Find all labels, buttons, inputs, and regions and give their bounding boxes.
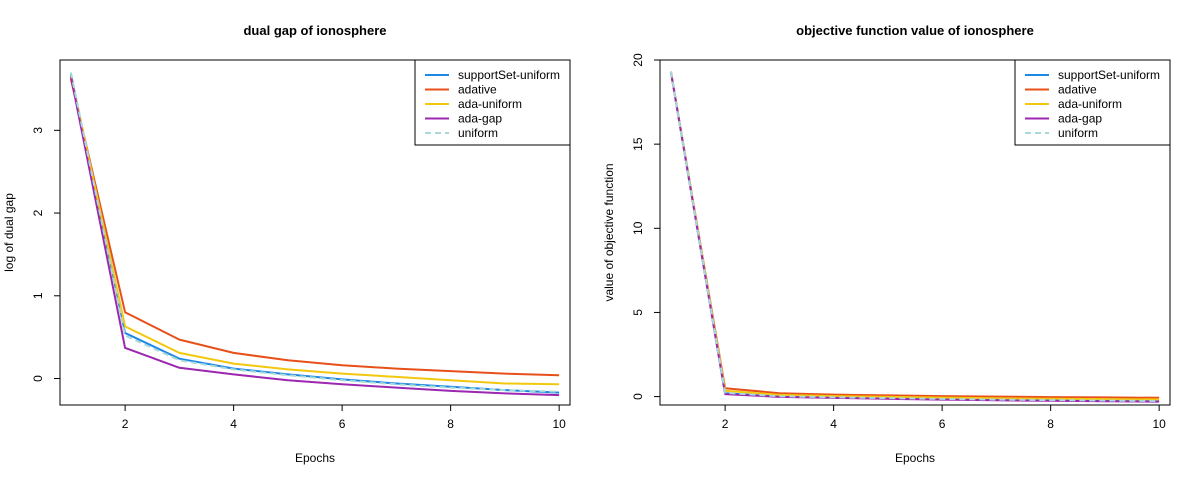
series-line-adative	[669, 71, 1160, 399]
series-line-uniform	[69, 72, 560, 393]
x-tick-label: 6	[339, 417, 346, 431]
y-tick-label: 15	[631, 137, 645, 151]
plot-frame	[659, 59, 1171, 406]
y-tick-label: 0	[31, 375, 45, 382]
y-axis-title: value of objective function	[602, 163, 616, 301]
x-tick-label: 8	[447, 417, 454, 431]
x-axis-title: Epochs	[295, 451, 335, 465]
legend-label: uniform	[458, 126, 498, 140]
legend-label: adative	[1058, 83, 1097, 97]
x-tick-label: 10	[1152, 417, 1166, 431]
y-tick-label: 2	[31, 209, 45, 216]
series-line-uniform	[669, 71, 1160, 402]
legend-label: supportSet-uniform	[458, 68, 560, 82]
series-line-ada-uniform	[669, 71, 1160, 401]
y-tick-label: 3	[31, 127, 45, 134]
x-tick-label: 2	[722, 417, 729, 431]
y-tick-label: 1	[31, 292, 45, 299]
legend-label: ada-uniform	[458, 97, 522, 111]
y-tick-label: 5	[631, 309, 645, 316]
chart-title: dual gap of ionosphere	[243, 23, 386, 38]
x-tick-label: 4	[230, 417, 237, 431]
x-tick-label: 2	[122, 417, 129, 431]
legend-label: ada-uniform	[1058, 97, 1122, 111]
legend-label: uniform	[1058, 126, 1098, 140]
x-tick-label: 6	[939, 417, 946, 431]
x-tick-label: 4	[830, 417, 837, 431]
y-tick-label: 0	[631, 393, 645, 400]
series-line-ada-gap	[69, 76, 560, 397]
y-axis-title: log of dual gap	[2, 193, 16, 272]
y-tick-label: 20	[631, 53, 645, 67]
series-line-adative	[69, 78, 560, 377]
panel-dual-gap: dual gap of ionosphere 2 4 6 8 10 0 1 2 3 Epochs lo…	[2, 23, 571, 465]
legend-label: ada-gap	[1058, 112, 1102, 126]
legend-label: adative	[458, 83, 497, 97]
x-tick-label: 10	[552, 417, 566, 431]
chart-title: objective function value of ionosphere	[796, 23, 1034, 38]
series-line-ada-uniform	[69, 75, 560, 386]
x-tick-label: 8	[1047, 417, 1054, 431]
y-tick-label: 10	[631, 221, 645, 235]
plot-frame	[59, 59, 571, 406]
legend-label: ada-gap	[458, 112, 502, 126]
legend-label: supportSet-uniform	[1058, 68, 1160, 82]
x-axis-title: Epochs	[895, 451, 935, 465]
panel-objective-function: objective function value of ionosphere 2 4…	[602, 23, 1171, 465]
